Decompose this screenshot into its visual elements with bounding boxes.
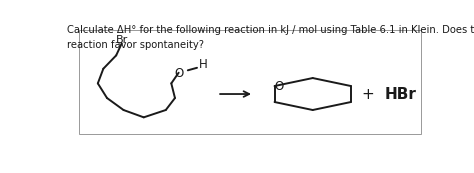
- Text: HBr: HBr: [385, 86, 417, 102]
- Bar: [80, 30, 421, 134]
- Text: +: +: [362, 86, 374, 102]
- Text: H: H: [199, 58, 208, 71]
- Text: reaction favor spontaneity?: reaction favor spontaneity?: [66, 40, 204, 50]
- Text: Calculate ΔH° for the following reaction in kJ / mol using Table 6.1 in Klein. D: Calculate ΔH° for the following reaction…: [66, 25, 474, 35]
- Text: O: O: [274, 80, 283, 93]
- Text: O: O: [175, 67, 184, 80]
- Text: Br: Br: [116, 35, 128, 45]
